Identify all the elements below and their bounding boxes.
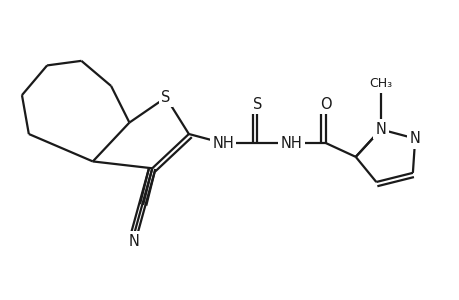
- Text: NH: NH: [280, 136, 302, 151]
- Text: S: S: [252, 97, 262, 112]
- Text: CH₃: CH₃: [369, 77, 392, 90]
- Text: N: N: [375, 122, 386, 137]
- Text: NH: NH: [212, 136, 234, 151]
- Text: S: S: [161, 90, 170, 105]
- Text: N: N: [409, 131, 420, 146]
- Text: O: O: [319, 97, 331, 112]
- Text: N: N: [128, 234, 139, 249]
